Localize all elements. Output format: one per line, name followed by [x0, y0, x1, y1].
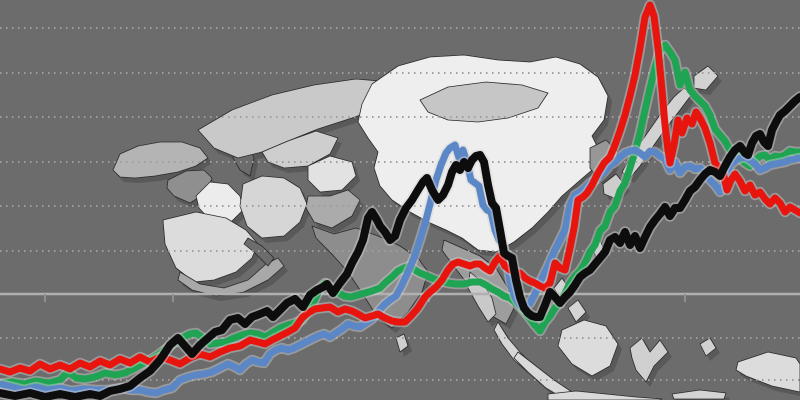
map-region-uzbekistan-turkmenistan — [261, 130, 339, 169]
series-black-line — [0, 93, 800, 400]
map-region-saudi-arabia — [162, 211, 259, 283]
map-region-afghanistan — [307, 155, 357, 193]
map-region-sumatra — [513, 351, 585, 400]
map-region-java — [547, 390, 663, 400]
map-region-new-guinea — [735, 351, 800, 393]
map-region-pakistan — [305, 189, 361, 229]
series-blue-line — [0, 141, 800, 397]
map-region-iran — [239, 175, 308, 239]
map-region-borneo — [557, 319, 619, 377]
map-region-yemen-oman — [177, 257, 285, 297]
map-region-sulawesi — [629, 337, 669, 383]
map-region-sri-lanka — [395, 333, 409, 353]
series-green-line — [0, 41, 800, 388]
map-region-mongolia — [419, 81, 549, 123]
map-region-japan-hokkaido — [693, 65, 719, 91]
series-red-line — [0, 1, 800, 376]
map-region-lesser-sunda — [671, 389, 727, 400]
map-region-philippines-south — [567, 299, 587, 323]
map-region-maluku — [699, 337, 717, 357]
map-region-turkey — [112, 141, 209, 179]
